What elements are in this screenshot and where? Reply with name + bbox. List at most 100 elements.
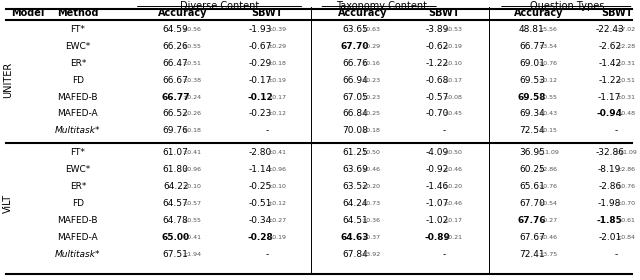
Text: ±0.76: ±0.76 — [538, 184, 557, 189]
Text: MAFED-B: MAFED-B — [58, 92, 98, 102]
Text: 48.81: 48.81 — [519, 25, 545, 34]
Text: 65.61: 65.61 — [519, 182, 545, 191]
Text: ±0.12: ±0.12 — [267, 111, 286, 116]
Text: -0.28: -0.28 — [248, 233, 273, 242]
Text: 64.63: 64.63 — [341, 233, 369, 242]
Text: ±0.27: ±0.27 — [538, 218, 557, 223]
Text: ±0.20: ±0.20 — [444, 184, 463, 189]
Text: -2.80: -2.80 — [249, 148, 272, 157]
Text: ±2.86: ±2.86 — [538, 167, 557, 172]
Text: 67.70: 67.70 — [519, 199, 545, 208]
Text: Method: Method — [57, 8, 99, 18]
Text: ±2.86: ±2.86 — [616, 167, 635, 172]
Text: ±0.10: ±0.10 — [444, 61, 463, 66]
Text: 67.76: 67.76 — [518, 216, 546, 225]
Text: 61.07: 61.07 — [163, 148, 189, 157]
Text: ±0.20: ±0.20 — [362, 184, 381, 189]
Text: ±0.96: ±0.96 — [182, 167, 201, 172]
Text: -1.93: -1.93 — [249, 25, 272, 34]
Text: -0.51: -0.51 — [249, 199, 272, 208]
Text: ±0.29: ±0.29 — [267, 44, 286, 49]
Text: 66.84: 66.84 — [342, 109, 368, 118]
Text: FT*: FT* — [70, 25, 85, 34]
Text: ±0.56: ±0.56 — [182, 27, 201, 32]
Text: ±0.23: ±0.23 — [362, 95, 381, 99]
Text: ±0.38: ±0.38 — [182, 78, 201, 83]
Text: 66.67: 66.67 — [163, 76, 189, 85]
Text: ±11.09: ±11.09 — [614, 150, 637, 155]
Text: -2.86: -2.86 — [598, 182, 621, 191]
Text: -0.23: -0.23 — [249, 109, 272, 118]
Text: ±11.09: ±11.09 — [536, 150, 559, 155]
Text: ±0.41: ±0.41 — [182, 235, 201, 240]
Text: ±0.31: ±0.31 — [616, 95, 635, 99]
Text: MAFED-B: MAFED-B — [58, 216, 98, 225]
Text: ER*: ER* — [70, 182, 86, 191]
Text: ±0.31: ±0.31 — [616, 61, 635, 66]
Text: Accuracy: Accuracy — [158, 8, 207, 18]
Text: ±0.41: ±0.41 — [182, 150, 201, 155]
Text: -: - — [615, 126, 618, 135]
Text: Question Types: Question Types — [530, 1, 604, 11]
Text: -0.89: -0.89 — [424, 233, 450, 242]
Text: Accuracy: Accuracy — [514, 8, 564, 18]
Text: 63.69: 63.69 — [342, 165, 368, 174]
Text: -1.07: -1.07 — [426, 199, 449, 208]
Text: SBWT: SBWT — [252, 8, 283, 18]
Text: -0.25: -0.25 — [249, 182, 272, 191]
Text: -1.22: -1.22 — [598, 76, 621, 85]
Text: 66.76: 66.76 — [342, 59, 368, 68]
Text: ±0.76: ±0.76 — [616, 184, 635, 189]
Text: -0.67: -0.67 — [249, 42, 272, 51]
Text: ±0.70: ±0.70 — [616, 201, 635, 206]
Text: Diverse Content: Diverse Content — [180, 1, 259, 11]
Text: ±0.23: ±0.23 — [362, 78, 381, 83]
Text: ±0.10: ±0.10 — [182, 184, 201, 189]
Text: ±0.50: ±0.50 — [362, 150, 381, 155]
Text: ±0.54: ±0.54 — [538, 201, 557, 206]
Text: 66.26: 66.26 — [163, 42, 189, 51]
Text: Taxonomy Content: Taxonomy Content — [336, 1, 427, 11]
Text: -: - — [615, 250, 618, 259]
Text: -: - — [266, 126, 269, 135]
Text: ±1.94: ±1.94 — [182, 252, 201, 257]
Text: ±0.24: ±0.24 — [182, 95, 201, 99]
Text: 67.51: 67.51 — [163, 250, 189, 259]
Text: ±0.43: ±0.43 — [538, 111, 557, 116]
Text: ±0.50: ±0.50 — [444, 150, 463, 155]
Text: ±0.39: ±0.39 — [267, 27, 286, 32]
Text: Multitask*: Multitask* — [55, 250, 100, 259]
Text: ±3.92: ±3.92 — [362, 252, 381, 257]
Text: ±0.37: ±0.37 — [362, 235, 381, 240]
Text: 60.25: 60.25 — [519, 165, 545, 174]
Text: SBWT: SBWT — [601, 8, 632, 18]
Text: ±0.08: ±0.08 — [444, 95, 463, 99]
Text: -0.29: -0.29 — [249, 59, 272, 68]
Text: ±0.10: ±0.10 — [267, 184, 286, 189]
Text: MAFED-A: MAFED-A — [58, 109, 98, 118]
Text: ±0.55: ±0.55 — [182, 44, 201, 49]
Text: -2.01: -2.01 — [598, 233, 621, 242]
Text: Accuracy: Accuracy — [337, 8, 387, 18]
Text: -0.94: -0.94 — [596, 109, 623, 118]
Text: 70.08: 70.08 — [342, 126, 368, 135]
Text: ±0.53: ±0.53 — [444, 27, 463, 32]
Text: ±0.18: ±0.18 — [267, 61, 286, 66]
Text: MAFED-A: MAFED-A — [58, 233, 98, 242]
Text: 67.84: 67.84 — [342, 250, 368, 259]
Text: ±0.18: ±0.18 — [182, 128, 201, 133]
Text: ±0.17: ±0.17 — [444, 78, 463, 83]
Text: Model: Model — [12, 8, 45, 18]
Text: ±0.84: ±0.84 — [616, 235, 635, 240]
Text: -1.22: -1.22 — [426, 59, 449, 68]
Text: 67.67: 67.67 — [519, 233, 545, 242]
Text: ±0.73: ±0.73 — [362, 201, 381, 206]
Text: 66.52: 66.52 — [163, 109, 189, 118]
Text: -1.46: -1.46 — [426, 182, 449, 191]
Text: ±0.17: ±0.17 — [267, 95, 286, 99]
Text: 69.34: 69.34 — [519, 109, 545, 118]
Text: 67.05: 67.05 — [342, 92, 368, 102]
Text: ER*: ER* — [70, 59, 86, 68]
Text: -0.17: -0.17 — [249, 76, 272, 85]
Text: ±0.17: ±0.17 — [444, 218, 463, 223]
